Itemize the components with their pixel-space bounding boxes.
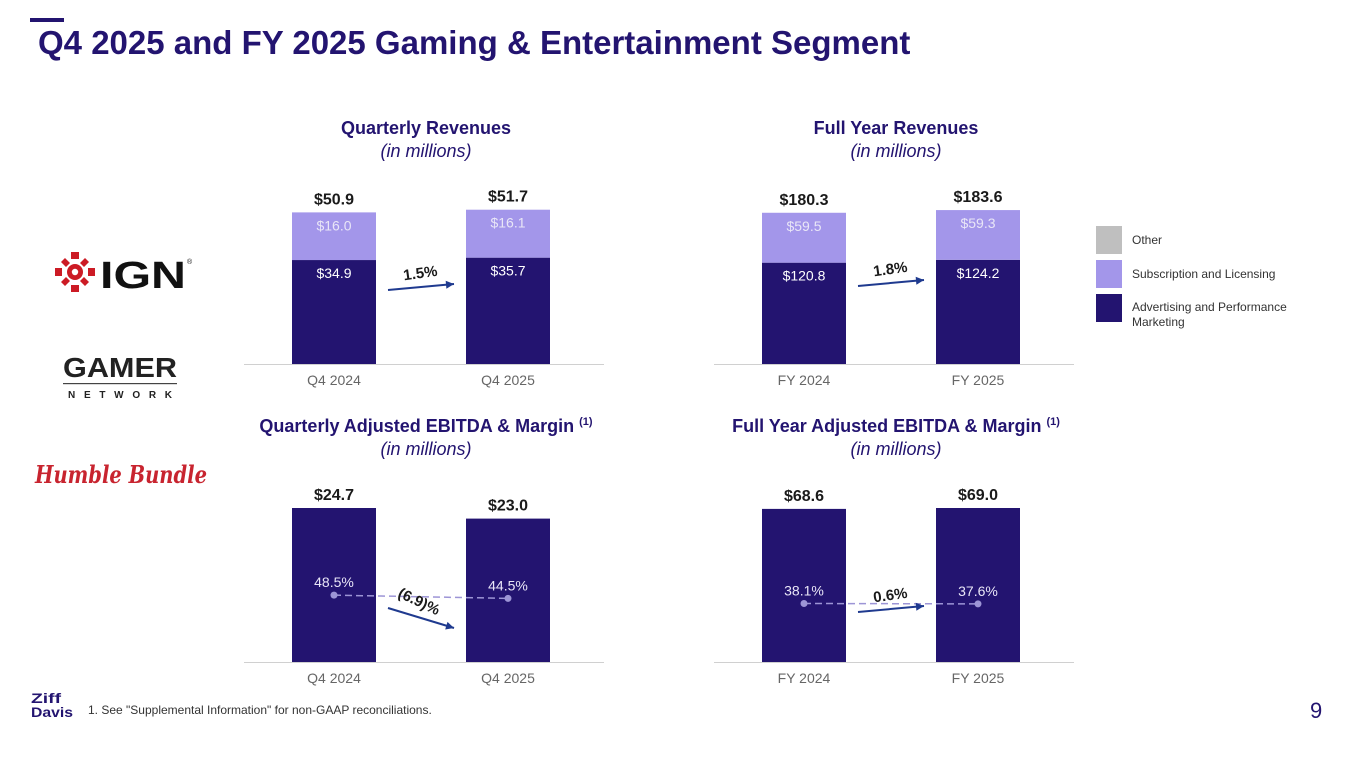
quarterly-ebitda-subtitle: (in millions) [380,439,471,459]
quarterly-revenue-title-text: Quarterly Revenues [341,118,511,138]
full-year-revenue-total-label-1: $183.6 [954,189,1003,206]
quarterly-ebitda-bar-advertising-1 [466,518,550,662]
quarterly-ebitda-margin-point-1 [504,594,512,602]
quarterly-revenue-total-label-0: $50.9 [314,191,354,208]
full-year-revenue-growth-label: 1.8% [872,259,908,281]
full-year-ebitda-growth-arrow-head [915,602,924,611]
gamer-network-logo: GAMER NETWORK [63,352,177,401]
quarterly-revenue-tick-label-1: Q4 2025 [481,372,535,388]
quarterly-ebitda-title-text: Quarterly Adjusted EBITDA & Margin [259,416,579,436]
full-year-ebitda-total-label-0: $68.6 [784,488,824,505]
quarterly-revenue-segment-label-advertising-0: $34.9 [316,265,351,281]
full-year-ebitda-bar-advertising-1 [936,508,1020,662]
full-year-ebitda-margin-label-1: 37.6% [958,583,998,599]
full-year-revenue-tick-label-0: FY 2024 [778,372,831,388]
legend-swatch-subscription [1096,260,1122,288]
legend-swatch-other [1096,226,1122,254]
quarterly-ebitda-margin-label-1: 44.5% [488,577,528,593]
quarterly-ebitda-chart: Quarterly Adjusted EBITDA & Margin (1) (i… [244,416,604,686]
page-title: Q4 2025 and FY 2025 Gaming & Entertainme… [38,24,911,61]
quarterly-revenue-bar-advertising-1 [466,257,550,364]
full-year-revenue-subtitle: (in millions) [850,141,941,161]
quarterly-ebitda-growth-arrow-line [387,607,455,629]
full-year-revenue-segment-label-subscription-0: $59.5 [786,218,821,234]
quarterly-revenue-growth-arrow-head [445,280,454,289]
humble-bundle-wordmark: Humble Bundle [34,460,207,489]
full-year-revenue-bar-advertising-0 [762,262,846,364]
full-year-revenue-segment-label-advertising-0: $120.8 [783,268,826,284]
quarterly-ebitda-tick-label-1: Q4 2025 [481,670,535,686]
ign-logo: IGN ® [55,252,193,294]
quarterly-revenue-total-label-1: $51.7 [488,189,528,206]
full-year-revenue-growth-arrow-head [915,276,924,285]
full-year-revenue-segment-label-subscription-1: $59.3 [960,215,995,231]
quarterly-revenue-subtitle: (in millions) [380,141,471,161]
full-year-ebitda-bar-advertising-0 [762,508,846,662]
quarterly-revenue-title: Quarterly Revenues [341,118,511,138]
zd-wordmark-line2: Davis [31,704,73,720]
gamer-network-wordmark: NETWORK [68,390,173,401]
quarterly-ebitda-growth-arrow-head [445,621,454,630]
full-year-ebitda-title-text: Full Year Adjusted EBITDA & Margin [732,416,1046,436]
page-number: 9 [1310,698,1323,723]
quarterly-ebitda-margin-label-0: 48.5% [314,574,354,590]
quarterly-ebitda-margin-point-0 [330,591,338,599]
ign-registered-mark: ® [187,258,193,266]
quarterly-revenue-bar-subscription-0 [292,212,376,261]
full-year-ebitda-margin-label-0: 38.1% [784,582,824,598]
footnote: 1. See "Supplemental Information" for no… [88,703,432,717]
full-year-revenue-chart: Full Year Revenues (in millions) $120.8 $59… [714,118,1074,388]
legend-label-other: Other [1132,233,1163,247]
full-year-revenue-title-text: Full Year Revenues [814,118,979,138]
title-accent-bar [30,18,64,22]
full-year-ebitda-margin-point-1 [974,600,982,608]
quarterly-ebitda-margin-line [333,594,509,600]
full-year-ebitda-title: Full Year Adjusted EBITDA & Margin (1) [732,416,1060,436]
full-year-ebitda-margin-point-0 [800,599,808,607]
full-year-ebitda-subtitle: (in millions) [850,439,941,459]
quarterly-ebitda-title-footnote-ref: (1) [579,416,593,428]
zd-wordmark-line1: Ziff [31,690,61,706]
full-year-revenue-segment-label-advertising-1: $124.2 [957,265,1000,281]
quarterly-revenue-chart: Quarterly Revenues (in millions) $34.9 $16.… [244,118,604,388]
full-year-revenue-bar-subscription-1 [936,210,1020,260]
full-year-ebitda-growth-arrow-line [857,605,925,613]
full-year-ebitda-tick-label-1: FY 2025 [952,670,1005,686]
gamer-divider-line [63,383,177,385]
legend-label-advertising: Advertising and Performance Marketing [1132,300,1287,329]
quarterly-revenue-segment-label-subscription-0: $16.0 [316,217,351,233]
legend-label-subscription: Subscription and Licensing [1132,267,1276,281]
quarterly-ebitda-title: Quarterly Adjusted EBITDA & Margin (1) [259,416,592,436]
full-year-ebitda-title-footnote-ref: (1) [1046,416,1060,428]
quarterly-revenue-segment-label-advertising-1: $35.7 [490,263,525,279]
full-year-ebitda-total-label-1: $69.0 [958,487,998,504]
full-year-ebitda-chart: Full Year Adjusted EBITDA & Margin (1) (i… [714,416,1074,686]
ign-wordmark: IGN [100,255,186,294]
quarterly-revenue-segment-label-subscription-1: $16.1 [490,215,525,231]
quarterly-ebitda-bar-advertising-0 [292,508,376,662]
full-year-revenue-tick-label-1: FY 2025 [952,372,1005,388]
full-year-ebitda-tick-label-0: FY 2024 [778,670,831,686]
full-year-revenue-bar-subscription-0 [762,212,846,263]
full-year-revenue-growth-arrow-line [857,279,925,287]
quarterly-ebitda-tick-label-0: Q4 2024 [307,670,361,686]
full-year-revenue-title: Full Year Revenues [814,118,979,138]
ziff-davis-logo: Ziff Davis [31,690,73,720]
quarterly-revenue-bar-advertising-0 [292,260,376,364]
full-year-ebitda-growth-label: 0.6% [872,585,908,607]
quarterly-ebitda-growth-label: (6.9)% [395,585,442,619]
quarterly-revenue-growth-label: 1.5% [402,263,438,285]
humble-bundle-logo: Humble Bundle [34,460,207,489]
quarterly-ebitda-total-label-0: $24.7 [314,487,354,504]
gamer-wordmark: GAMER [63,352,177,383]
quarterly-revenue-tick-label-0: Q4 2024 [307,372,361,388]
quarterly-ebitda-total-label-1: $23.0 [488,498,528,515]
legend-swatch-advertising [1096,294,1122,322]
full-year-revenue-bar-advertising-1 [936,259,1020,364]
full-year-revenue-total-label-0: $180.3 [780,192,829,209]
quarterly-revenue-growth-arrow-line [387,283,455,291]
quarterly-revenue-bar-subscription-1 [466,209,550,258]
ign-emblem-icon [55,252,95,292]
